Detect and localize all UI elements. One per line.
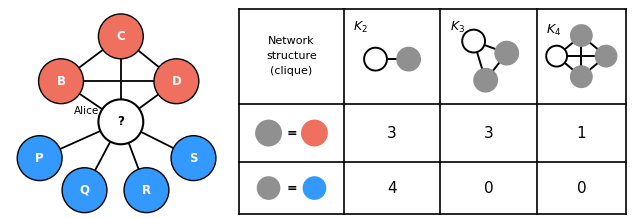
Text: 4: 4 [387, 181, 397, 196]
Circle shape [571, 25, 591, 46]
Circle shape [462, 30, 485, 53]
Text: =: = [286, 182, 297, 194]
Text: =: = [286, 126, 297, 140]
Circle shape [571, 66, 591, 87]
Circle shape [17, 136, 62, 181]
Circle shape [171, 136, 216, 181]
Text: 3: 3 [484, 126, 494, 141]
Text: Q: Q [80, 184, 90, 197]
Circle shape [256, 120, 281, 146]
Circle shape [39, 59, 83, 104]
Text: 0: 0 [484, 181, 494, 196]
Circle shape [364, 48, 387, 71]
Circle shape [62, 168, 107, 213]
Circle shape [595, 46, 616, 66]
Text: C: C [116, 30, 125, 43]
Text: Network: Network [268, 36, 315, 46]
Text: Alice: Alice [74, 106, 99, 116]
Text: 3: 3 [387, 126, 397, 141]
Circle shape [546, 46, 567, 66]
Circle shape [124, 168, 169, 213]
Text: 0: 0 [576, 181, 586, 196]
Text: D: D [172, 75, 181, 88]
Text: P: P [36, 152, 44, 165]
Text: S: S [190, 152, 198, 165]
Text: R: R [142, 184, 151, 197]
Circle shape [474, 69, 497, 92]
Text: $K_4$: $K_4$ [546, 23, 561, 38]
Text: B: B [57, 75, 66, 88]
Circle shape [99, 99, 143, 144]
Circle shape [302, 120, 327, 146]
Text: $K_2$: $K_2$ [353, 20, 368, 35]
Circle shape [495, 42, 518, 65]
Circle shape [154, 59, 199, 104]
Text: (clique): (clique) [270, 66, 313, 76]
Text: ?: ? [118, 115, 124, 128]
Circle shape [303, 177, 326, 199]
Text: $K_3$: $K_3$ [450, 20, 465, 35]
Circle shape [397, 48, 420, 71]
Circle shape [99, 14, 143, 59]
Text: structure: structure [266, 51, 317, 61]
Text: 1: 1 [576, 126, 586, 141]
Circle shape [258, 177, 280, 199]
